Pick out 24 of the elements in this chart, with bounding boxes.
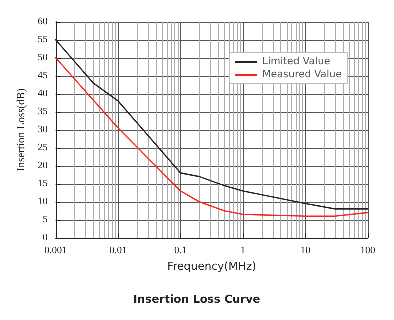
y-axis-title: Insertion Loss(dB) [16,88,28,172]
legend-label: Limited Value [262,56,330,68]
y-tick-label: 60 [38,16,48,28]
y-tick-label: 10 [38,196,48,208]
x-tick-label: 100 [360,246,376,256]
y-tick-label: 5 [42,214,48,226]
x-tick-label: 0.01 [110,246,128,256]
x-tick-label: 0.001 [44,246,68,256]
x-axis-title: Frequency(MHz) [167,260,256,273]
text: Insertion Loss Curve [133,293,261,306]
y-tick-label: 50 [38,52,48,64]
y-tick-label: 0 [42,232,48,244]
x-tick-label: 10 [300,246,311,256]
x-tick-label: 1 [240,246,246,256]
y-tick-label: 40 [38,88,48,100]
y-tick-label: 20 [38,160,48,172]
y-tick-label: 25 [38,142,48,154]
y-tick-label: 35 [38,106,48,118]
y-tick-label: 45 [38,70,48,82]
x-tick-label: 0.1 [174,246,187,256]
y-tick-label: 15 [38,178,48,190]
y-tick-label: 30 [38,124,48,136]
y-tick-label: 55 [38,34,48,46]
legend-label: Measured Value [262,70,342,80]
